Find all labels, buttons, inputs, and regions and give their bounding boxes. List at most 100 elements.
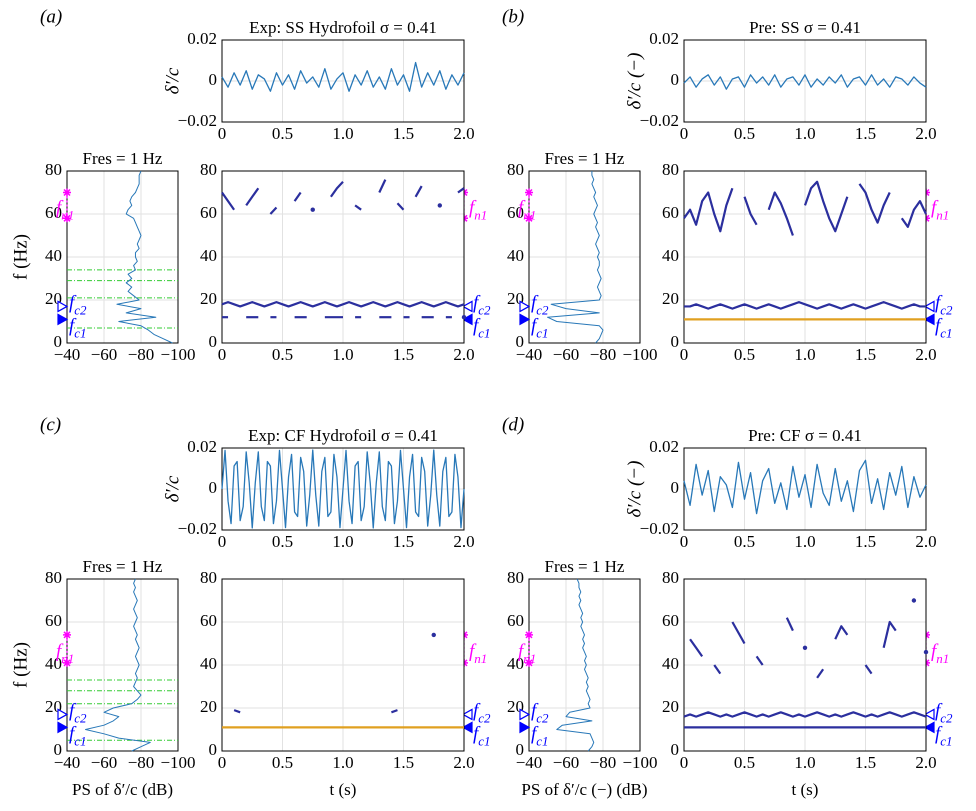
symbol: f (531, 316, 539, 337)
symbol: f (56, 641, 64, 662)
x-tick-label: 1.0 (794, 345, 815, 364)
spectral-ridge (457, 187, 465, 194)
frequency-marker (461, 300, 473, 313)
symbol: f (935, 724, 943, 745)
x-tick-label: 0 (680, 753, 689, 772)
symbol: f (469, 641, 477, 662)
y-tick-label: 0 (209, 332, 218, 351)
spectral-ridge-dot (802, 645, 808, 650)
y-axis-label: δ′/c (−) (624, 461, 645, 518)
spectral-ridge (858, 183, 891, 224)
y-tick-label: 0 (671, 332, 680, 351)
plot-title: Pre: SS σ = 0.41 (749, 18, 861, 37)
subscript: c2 (940, 711, 953, 726)
x-tick-label: 0.5 (734, 345, 755, 364)
x-tick-label: −80 (128, 345, 155, 364)
psd-line (556, 578, 595, 752)
x-tick-label: 1.5 (393, 532, 414, 551)
y-tick-label: −0.02 (178, 111, 217, 130)
y-tick-label: 80 (662, 568, 679, 587)
x-tick-label: 1.0 (332, 124, 353, 143)
series-line (221, 61, 465, 92)
x-tick-label: 0.5 (734, 753, 755, 772)
spectral-ridge (882, 620, 897, 649)
y-tick-label: 0 (54, 740, 63, 759)
frequency-label: fn1 (518, 198, 536, 223)
symbol: f (473, 316, 481, 337)
series-line (683, 459, 927, 515)
spectral-ridge-dot (310, 207, 315, 212)
plot-title: Fres = 1 Hz (83, 149, 163, 168)
y-tick-label: 0.02 (187, 29, 217, 48)
series-line (221, 449, 465, 529)
x-tick-label: 0.5 (272, 532, 293, 551)
spectral-ridge (221, 191, 235, 211)
x-tick-label: 0 (680, 124, 689, 143)
y-axis-label: δ′/c (−) (624, 53, 645, 110)
subscript: c1 (74, 326, 86, 341)
x-tick-label: 1.0 (794, 532, 815, 551)
spectral-ridge (684, 301, 926, 310)
axes-frame (221, 170, 465, 344)
frequency-marker (57, 300, 69, 313)
x-tick-label: −80 (590, 753, 617, 772)
plot-title: Exp: SS Hydrofoil σ = 0.41 (249, 18, 437, 37)
frequency-label: fc2 (531, 701, 549, 726)
spectral-ridge (396, 202, 405, 211)
x-tick-label: −60 (553, 345, 580, 364)
frequency-label: fn1 (469, 641, 487, 666)
y-tick-label: 80 (200, 160, 217, 179)
subscript: c1 (536, 326, 548, 341)
x-tick-label: 1.0 (794, 753, 815, 772)
spectral-ridge-dot (437, 203, 442, 208)
spectral-ridge (245, 187, 260, 207)
frequency-marker (525, 214, 533, 223)
axes-frame (66, 170, 179, 344)
x-tick-label: 0 (218, 345, 227, 364)
frequency-label: fc1 (531, 724, 549, 749)
x-tick-label: 1.0 (794, 124, 815, 143)
spectral-ridge (683, 187, 734, 233)
subscript: c2 (478, 711, 491, 726)
axes-frame (221, 39, 465, 123)
spectral-ridge (689, 638, 704, 658)
frequency-marker (519, 313, 531, 326)
x-tick-label: 2.0 (453, 532, 474, 551)
frequency-label: fn1 (518, 641, 536, 666)
frequency-label: fn1 (931, 641, 949, 666)
frequency-marker (519, 300, 531, 313)
axes-frame (221, 578, 465, 752)
spectral-ridge (785, 617, 794, 632)
frequency-marker (63, 658, 71, 667)
symbol: f (531, 724, 539, 745)
frequency-label: fc1 (531, 316, 549, 341)
spectral-ridge (354, 204, 362, 211)
spectral-ridge (293, 191, 302, 202)
y-tick-label: 40 (507, 246, 524, 265)
spectral-ridge (378, 179, 387, 193)
y-tick-label: 40 (200, 654, 217, 673)
plot-title: Pre: CF σ = 0.41 (748, 426, 862, 445)
spectral-ridge (713, 664, 722, 675)
subscript: n1 (523, 208, 536, 223)
subscript: c1 (940, 326, 952, 341)
subscript: c1 (940, 734, 952, 749)
x-tick-label: 2.0 (453, 345, 474, 364)
x-tick-label: 0 (680, 532, 689, 551)
frequency-marker (57, 721, 69, 734)
y-tick-label: 20 (200, 289, 217, 308)
y-tick-label: 60 (200, 203, 217, 222)
y-tick-label: 80 (45, 160, 62, 179)
x-tick-label: 2.0 (915, 753, 936, 772)
frequency-label: fc1 (473, 724, 491, 749)
symbol: f (469, 198, 477, 219)
y-tick-label: 80 (200, 568, 217, 587)
frequency-label: fc2 (473, 293, 491, 318)
frequency-marker (57, 313, 69, 326)
spectral-ridge (767, 191, 794, 236)
frequency-label: fc1 (935, 316, 953, 341)
plot-title: Fres = 1 Hz (83, 557, 163, 576)
frequency-label: fc1 (935, 724, 953, 749)
spectral-ridge-dot (461, 315, 467, 320)
